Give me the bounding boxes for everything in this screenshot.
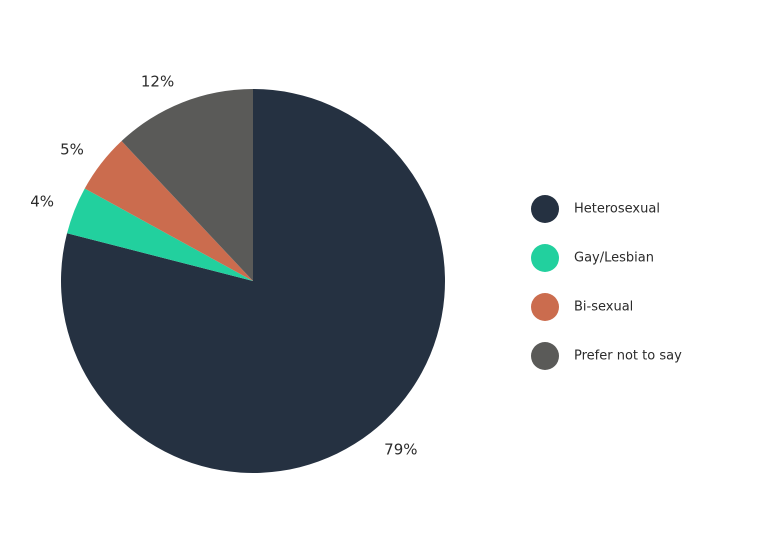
legend-swatch — [531, 293, 559, 321]
legend-swatch — [531, 342, 559, 370]
legend-label: Gay/Lesbian — [574, 251, 654, 266]
legend-swatch — [531, 195, 559, 223]
legend-label: Heterosexual — [574, 202, 660, 217]
value-label: 4% — [30, 193, 54, 211]
pie-slice — [84, 141, 253, 281]
pie-slice — [67, 188, 253, 281]
value-label: 12% — [141, 73, 174, 91]
legend-swatch — [531, 244, 559, 272]
pie-slice — [61, 89, 446, 473]
value-label: 5% — [60, 140, 84, 158]
legend-label: Prefer not to say — [574, 349, 682, 364]
legend-label: Bi-sexual — [574, 300, 633, 315]
value-label: 79% — [384, 441, 417, 459]
pie-slice — [121, 89, 253, 281]
